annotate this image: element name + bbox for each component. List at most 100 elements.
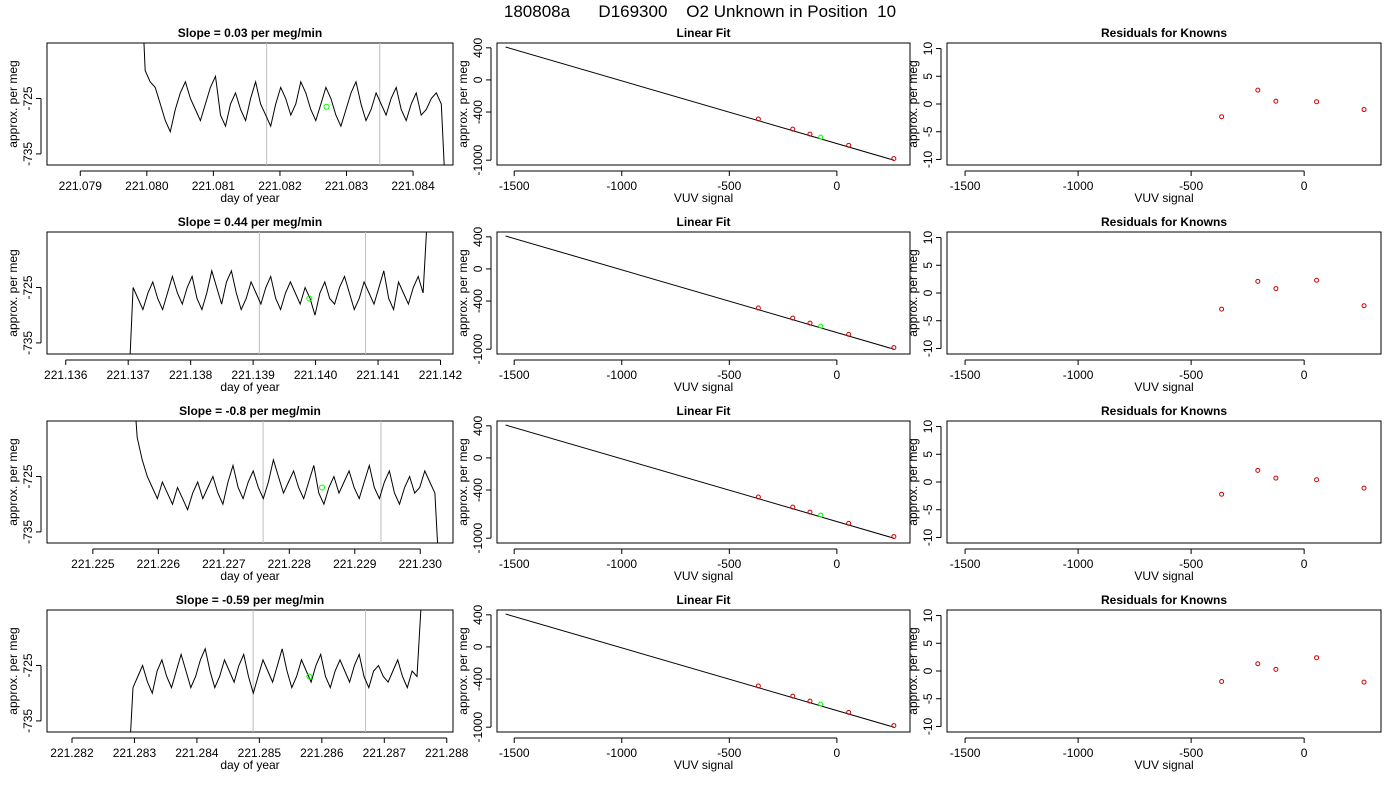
- residual-point: [1361, 679, 1367, 685]
- residual-point: [1255, 467, 1261, 473]
- x-axis-label: VUV signal: [674, 569, 733, 583]
- y-tick-label: 5: [921, 73, 935, 80]
- x-axis-label: VUV signal: [1134, 191, 1193, 205]
- residual-point: [1273, 286, 1279, 292]
- x-tick-label: 221.140: [294, 368, 338, 382]
- known-point: [891, 534, 897, 540]
- x-tick-label: -1000: [1063, 746, 1094, 760]
- x-tick-label: 221.227: [202, 557, 246, 571]
- y-tick-label: 0: [921, 478, 935, 485]
- unknown-point: [818, 701, 824, 707]
- x-tick-label: 221.287: [363, 746, 407, 760]
- chart-panel: Residuals for Knowns -1500 -1000 -500 0 VUV s…: [906, 26, 1382, 205]
- x-tick-label: -1500: [499, 746, 530, 760]
- x-tick-label: 0: [834, 746, 841, 760]
- chart-panel: Residuals for Knowns -1500 -1000 -500 0 VUV s…: [906, 593, 1382, 772]
- x-tick-label: -500: [1179, 746, 1203, 760]
- residual-point: [1273, 475, 1279, 481]
- y-tick-label: 10: [921, 420, 935, 434]
- chart-panel: Linear Fit -1500 -1000 -500 0 VUV signal 400 0 -…: [456, 404, 911, 583]
- chart-title: Residuals for Knowns: [1101, 26, 1227, 40]
- y-axis-label: approx. per meg: [906, 60, 920, 147]
- x-tick-label: 221.082: [258, 179, 302, 193]
- x-axis-label: VUV signal: [674, 758, 733, 772]
- y-axis-label: approx. per meg: [906, 438, 920, 525]
- x-tick-label: -500: [717, 368, 741, 382]
- x-tick-label: 221.284: [175, 746, 219, 760]
- y-tick-label: 5: [921, 451, 935, 458]
- fit-line: [505, 613, 895, 728]
- y-tick-label: -735: [21, 709, 35, 733]
- x-tick-label: 221.137: [107, 368, 151, 382]
- plot-area: [505, 424, 897, 540]
- x-tick-label: 221.230: [399, 557, 443, 571]
- unknown-point: [818, 134, 824, 140]
- residual-point: [1314, 277, 1320, 283]
- residual-point: [1273, 666, 1279, 672]
- x-axis-label: day of year: [220, 191, 279, 205]
- known-point: [790, 126, 796, 132]
- y-tick-label: 10: [921, 231, 935, 245]
- x-tick-label: -500: [1179, 557, 1203, 571]
- chart-title: Residuals for Knowns: [1101, 593, 1227, 607]
- y-axis-label: approx. per meg: [456, 60, 470, 147]
- x-tick-label: -500: [717, 179, 741, 193]
- y-axis-label: approx. per meg: [6, 627, 20, 714]
- y-tick-label: -1000: [471, 145, 485, 176]
- y-axis-label: approx. per meg: [6, 249, 20, 336]
- x-tick-label: -1500: [499, 368, 530, 382]
- residual-point: [1314, 99, 1320, 105]
- chart-title: Residuals for Knowns: [1101, 215, 1227, 229]
- residual-point: [1255, 278, 1261, 284]
- x-tick-label: 0: [1301, 368, 1308, 382]
- x-axis-label: day of year: [220, 380, 279, 394]
- x-axis-label: VUV signal: [1134, 569, 1193, 583]
- chart-title: Linear Fit: [676, 593, 730, 607]
- plot-box: [46, 420, 454, 544]
- residual-point: [1361, 303, 1367, 309]
- y-tick-label: -400: [471, 667, 485, 691]
- y-tick-label: 0: [471, 76, 485, 83]
- plot-box: [496, 231, 911, 355]
- unknown-point: [306, 295, 313, 302]
- unknown-point: [323, 103, 330, 110]
- series-line: [130, 610, 422, 732]
- known-point: [790, 315, 796, 321]
- y-tick-label: -10: [921, 528, 935, 546]
- plot-area: [505, 235, 897, 351]
- residual-point: [1219, 491, 1225, 497]
- known-point: [755, 116, 761, 122]
- x-tick-label: 221.139: [231, 368, 275, 382]
- y-tick-label: -400: [471, 478, 485, 502]
- x-axis-label: VUV signal: [674, 380, 733, 394]
- known-point: [891, 723, 897, 729]
- x-tick-label: 221.226: [137, 557, 181, 571]
- plot-area: [135, 421, 439, 543]
- y-tick-label: -735: [21, 331, 35, 355]
- y-tick-label: 400: [471, 604, 485, 624]
- plot-area: [1219, 87, 1367, 120]
- plot-box: [46, 42, 454, 166]
- chart-title: Slope = 0.03 per meg/min: [178, 26, 322, 40]
- plot-box: [946, 42, 1382, 166]
- plot-box: [496, 42, 911, 166]
- x-tick-label: -500: [717, 557, 741, 571]
- known-point: [807, 320, 813, 326]
- chart-panel: Residuals for Knowns -1500 -1000 -500 0 VUV s…: [906, 215, 1382, 394]
- x-tick-label: 0: [834, 557, 841, 571]
- y-axis-label: approx. per meg: [456, 249, 470, 336]
- known-point: [891, 345, 897, 351]
- y-tick-label: 0: [471, 265, 485, 272]
- plot-area: [143, 43, 445, 165]
- known-point: [755, 494, 761, 500]
- chart-panel: Slope = 0.44 per meg/min 221.136 221.137 22…: [6, 215, 463, 394]
- x-tick-label: 221.283: [113, 746, 157, 760]
- x-tick-label: 0: [1301, 557, 1308, 571]
- x-tick-label: 221.079: [59, 179, 103, 193]
- x-tick-label: -1500: [950, 557, 981, 571]
- known-point: [755, 683, 761, 689]
- x-tick-label: -1000: [1063, 557, 1094, 571]
- series-line: [143, 43, 445, 165]
- plot-box: [946, 231, 1382, 355]
